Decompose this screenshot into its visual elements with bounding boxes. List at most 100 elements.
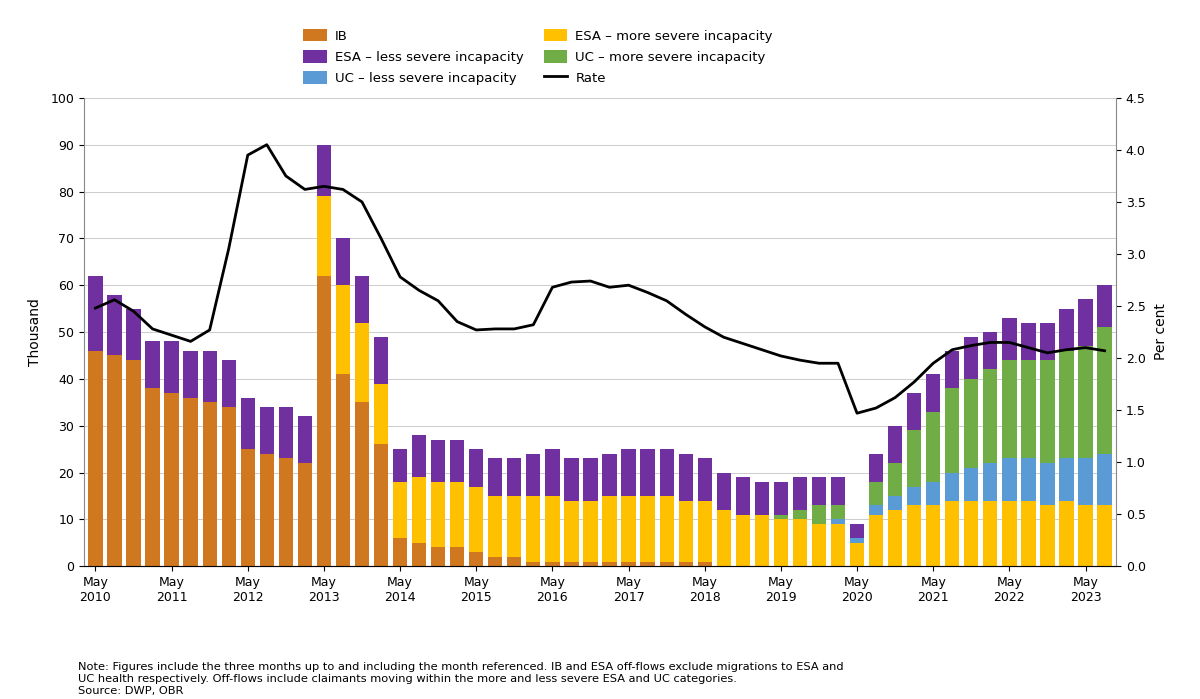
- Bar: [317, 196, 331, 276]
- Bar: [336, 374, 350, 566]
- Bar: [412, 435, 426, 477]
- Bar: [964, 468, 978, 500]
- Bar: [126, 309, 140, 360]
- Bar: [145, 388, 160, 566]
- Bar: [222, 407, 236, 566]
- Bar: [888, 463, 902, 496]
- Bar: [374, 384, 388, 445]
- Bar: [907, 431, 922, 487]
- Bar: [336, 285, 350, 374]
- Bar: [869, 454, 883, 482]
- Bar: [527, 496, 540, 561]
- Bar: [527, 561, 540, 566]
- Bar: [203, 403, 217, 566]
- Bar: [622, 449, 636, 496]
- Bar: [869, 505, 883, 514]
- Bar: [830, 519, 845, 524]
- Bar: [983, 370, 997, 463]
- Text: Note: Figures include the three months up to and including the month referenced.: Note: Figures include the three months u…: [78, 663, 844, 696]
- Bar: [392, 449, 407, 482]
- Bar: [184, 398, 198, 566]
- Bar: [583, 459, 598, 500]
- Bar: [678, 500, 692, 561]
- Bar: [431, 547, 445, 566]
- Bar: [1060, 500, 1074, 566]
- Legend: IB, ESA – less severe incapacity, UC – less severe incapacity, ESA – more severe: IB, ESA – less severe incapacity, UC – l…: [300, 25, 776, 89]
- Bar: [564, 459, 578, 500]
- Bar: [1060, 309, 1074, 351]
- Bar: [107, 294, 121, 355]
- Bar: [450, 482, 464, 547]
- Bar: [641, 449, 655, 496]
- Bar: [1060, 459, 1074, 500]
- Bar: [697, 459, 712, 500]
- Bar: [907, 393, 922, 431]
- Bar: [564, 561, 578, 566]
- Bar: [278, 459, 293, 566]
- Bar: [1002, 360, 1016, 459]
- Bar: [946, 500, 959, 566]
- Bar: [660, 449, 673, 496]
- Bar: [412, 477, 426, 542]
- Bar: [412, 542, 426, 566]
- Bar: [241, 449, 254, 566]
- Bar: [812, 505, 826, 524]
- Bar: [508, 557, 522, 566]
- Bar: [926, 505, 941, 566]
- Bar: [660, 496, 673, 561]
- Bar: [830, 505, 845, 519]
- Bar: [488, 557, 503, 566]
- Bar: [392, 482, 407, 538]
- Bar: [450, 440, 464, 482]
- Bar: [793, 510, 808, 519]
- Bar: [259, 454, 274, 566]
- Bar: [926, 482, 941, 505]
- Bar: [830, 524, 845, 566]
- Bar: [469, 449, 484, 487]
- Bar: [716, 473, 731, 510]
- Bar: [964, 379, 978, 468]
- Bar: [869, 514, 883, 566]
- Bar: [1040, 505, 1055, 566]
- Bar: [1079, 346, 1093, 459]
- Bar: [259, 407, 274, 454]
- Bar: [508, 459, 522, 496]
- Bar: [469, 552, 484, 566]
- Bar: [774, 514, 788, 519]
- Bar: [1098, 285, 1111, 327]
- Bar: [1098, 505, 1111, 566]
- Bar: [850, 524, 864, 538]
- Bar: [355, 323, 370, 403]
- Bar: [850, 538, 864, 542]
- Bar: [793, 477, 808, 510]
- Bar: [641, 561, 655, 566]
- Bar: [1060, 351, 1074, 459]
- Y-axis label: Thousand: Thousand: [28, 298, 42, 366]
- Bar: [888, 426, 902, 463]
- Bar: [793, 519, 808, 566]
- Bar: [164, 393, 179, 566]
- Bar: [222, 360, 236, 407]
- Bar: [89, 276, 102, 351]
- Bar: [488, 496, 503, 557]
- Bar: [107, 355, 121, 566]
- Bar: [622, 561, 636, 566]
- Bar: [241, 398, 254, 449]
- Bar: [1040, 323, 1055, 360]
- Bar: [564, 500, 578, 561]
- Bar: [431, 482, 445, 547]
- Bar: [1098, 327, 1111, 454]
- Bar: [946, 473, 959, 500]
- Bar: [812, 524, 826, 566]
- Bar: [907, 487, 922, 505]
- Bar: [469, 487, 484, 552]
- Bar: [126, 360, 140, 566]
- Bar: [317, 145, 331, 196]
- Bar: [983, 500, 997, 566]
- Y-axis label: Per cent: Per cent: [1154, 303, 1168, 361]
- Bar: [774, 482, 788, 514]
- Bar: [317, 276, 331, 566]
- Bar: [527, 454, 540, 496]
- Bar: [888, 496, 902, 510]
- Bar: [1002, 318, 1016, 360]
